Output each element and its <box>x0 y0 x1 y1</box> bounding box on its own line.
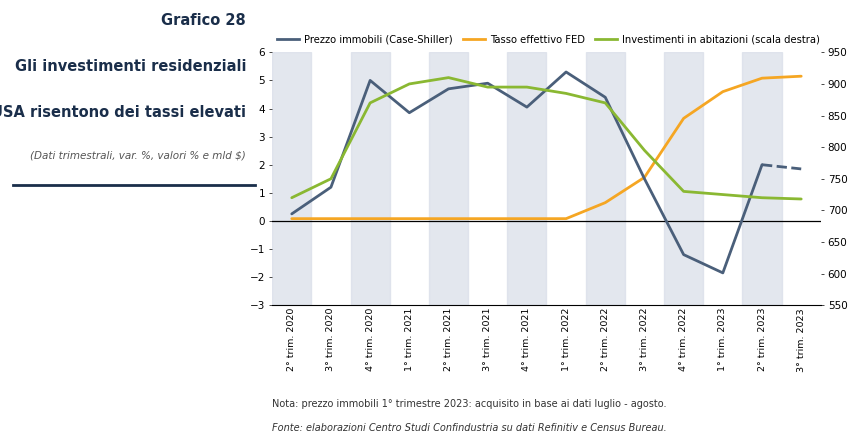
Text: USA risentono dei tassi elevati: USA risentono dei tassi elevati <box>0 105 246 119</box>
Bar <box>429 52 468 305</box>
Text: (Dati trimestrali, var. %, valori % e mld $): (Dati trimestrali, var. %, valori % e ml… <box>30 150 246 160</box>
Bar <box>586 52 625 305</box>
Bar <box>351 52 390 305</box>
Text: Fonte: elaborazioni Centro Studi Confindustria su dati Refinitiv e Census Bureau: Fonte: elaborazioni Centro Studi Confind… <box>272 423 667 433</box>
Bar <box>664 52 703 305</box>
Text: Grafico 28: Grafico 28 <box>162 13 246 28</box>
Bar <box>742 52 782 305</box>
Bar <box>272 52 311 305</box>
Bar <box>507 52 546 305</box>
Text: Nota: prezzo immobili 1° trimestre 2023: acquisito in base ai dati luglio - agos: Nota: prezzo immobili 1° trimestre 2023:… <box>272 399 667 409</box>
Legend: Prezzo immobili (Case-Shiller), Tasso effettivo FED, Investimenti in abitazioni : Prezzo immobili (Case-Shiller), Tasso ef… <box>277 35 820 45</box>
Text: Gli investimenti residenziali: Gli investimenti residenziali <box>15 59 246 74</box>
